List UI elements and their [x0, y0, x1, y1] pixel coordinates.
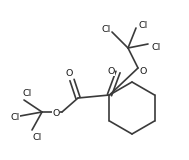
Text: Cl: Cl — [151, 43, 161, 52]
Text: O: O — [107, 67, 115, 76]
Text: Cl: Cl — [32, 132, 42, 141]
Text: O: O — [139, 67, 147, 76]
Text: Cl: Cl — [10, 112, 20, 121]
Text: O: O — [65, 69, 73, 79]
Text: Cl: Cl — [138, 21, 148, 31]
Text: Cl: Cl — [101, 25, 111, 35]
Text: O: O — [52, 108, 60, 117]
Text: Cl: Cl — [22, 88, 32, 97]
